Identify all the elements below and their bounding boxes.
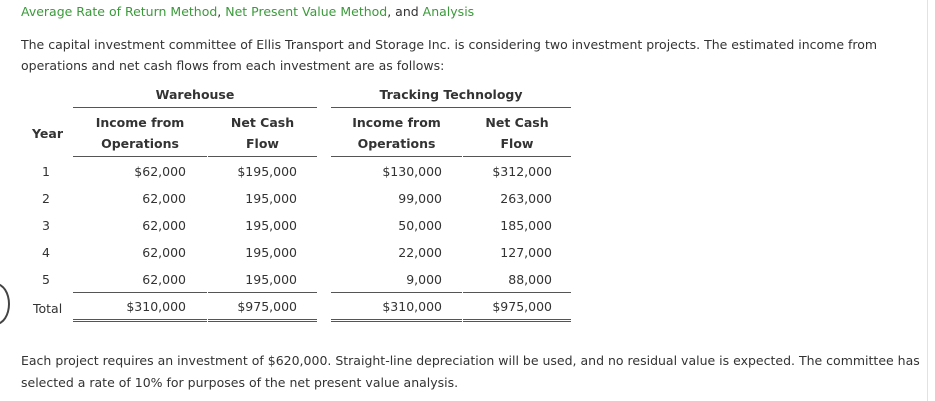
total-double-rule-tracking-income <box>331 319 462 322</box>
title-separator-2: , and <box>387 4 423 19</box>
header-tracking-cash-line1: Net Cash <box>485 115 549 130</box>
cell-tracking-cash: $312,000 <box>492 164 552 179</box>
subtotal-rule-tracking-income <box>331 292 462 293</box>
subtotal-rule-tracking-cash <box>463 292 571 293</box>
cell-year: 3 <box>42 218 50 233</box>
cell-tracking-income: 9,000 <box>406 272 442 287</box>
cell-year: 4 <box>42 245 50 260</box>
cell-total-tracking-cash: $975,000 <box>492 299 552 314</box>
cell-tracking-income: 50,000 <box>398 218 442 233</box>
header-rule-tracking-income <box>331 156 462 157</box>
cell-year: 5 <box>42 272 50 287</box>
cell-warehouse-cash: 195,000 <box>245 191 297 206</box>
total-double-rule-warehouse-cash <box>208 319 317 322</box>
cell-year: 2 <box>42 191 50 206</box>
problem-title: Average Rate of Return Method, Net Prese… <box>21 4 474 19</box>
cell-tracking-income: 99,000 <box>398 191 442 206</box>
subtotal-rule-warehouse-cash <box>208 292 317 293</box>
cell-warehouse-cash: $195,000 <box>237 164 297 179</box>
cell-warehouse-cash: 195,000 <box>245 272 297 287</box>
group-header-tracking: Tracking Technology <box>379 87 523 102</box>
title-average-rate: Average Rate of Return Method <box>21 4 218 19</box>
group-rule-tracking <box>331 107 571 108</box>
header-tracking-cash-line2: Flow <box>500 136 534 151</box>
subtotal-rule-warehouse-income <box>73 292 207 293</box>
header-rule-warehouse-cash <box>208 156 317 157</box>
problem-intro-text: The capital investment committee of Elli… <box>21 37 878 73</box>
group-rule-warehouse <box>73 107 317 108</box>
title-separator-1: , <box>217 4 226 19</box>
title-analysis: Analysis <box>422 4 475 19</box>
cell-year: 1 <box>42 164 50 179</box>
cell-tracking-income: $130,000 <box>382 164 442 179</box>
group-header-warehouse: Warehouse <box>155 87 235 102</box>
total-double-rule-warehouse-income <box>73 319 207 322</box>
cell-tracking-cash: 127,000 <box>500 245 552 260</box>
header-tracking-income-line1: Income from <box>352 115 441 130</box>
cell-total-label: Total <box>33 301 63 316</box>
header-warehouse-income-line2: Operations <box>101 136 179 151</box>
cell-warehouse-income: 62,000 <box>142 272 186 287</box>
problem-followup-text: Each project requires an investment of $… <box>21 353 920 390</box>
title-net-present-value: Net Present Value Method <box>225 4 388 19</box>
cell-warehouse-income: 62,000 <box>142 245 186 260</box>
cell-warehouse-income: 62,000 <box>142 218 186 233</box>
header-warehouse-income-line1: Income from <box>95 115 185 130</box>
header-warehouse-cash-line1: Net Cash <box>230 115 295 130</box>
cell-warehouse-cash: 195,000 <box>245 218 297 233</box>
column-header-year: Year <box>32 126 63 141</box>
panel-right-border <box>927 0 928 401</box>
cell-total-tracking-income: $310,000 <box>382 299 442 314</box>
cell-warehouse-cash: 195,000 <box>245 245 297 260</box>
cell-tracking-cash: 185,000 <box>500 218 552 233</box>
cell-tracking-income: 22,000 <box>398 245 442 260</box>
header-tracking-income-line2: Operations <box>357 136 436 151</box>
cell-warehouse-income: 62,000 <box>142 191 186 206</box>
header-rule-warehouse-income <box>73 156 207 157</box>
total-double-rule-tracking-cash <box>463 319 571 322</box>
cell-tracking-cash: 263,000 <box>500 191 552 206</box>
header-warehouse-cash-line2: Flow <box>246 136 279 151</box>
cell-tracking-cash: 88,000 <box>508 272 552 287</box>
left-edge-arc-decoration <box>0 283 10 325</box>
cell-total-warehouse-cash: $975,000 <box>237 299 297 314</box>
header-rule-tracking-cash <box>463 156 571 157</box>
cell-warehouse-income: $62,000 <box>134 164 186 179</box>
cell-total-warehouse-income: $310,000 <box>126 299 186 314</box>
